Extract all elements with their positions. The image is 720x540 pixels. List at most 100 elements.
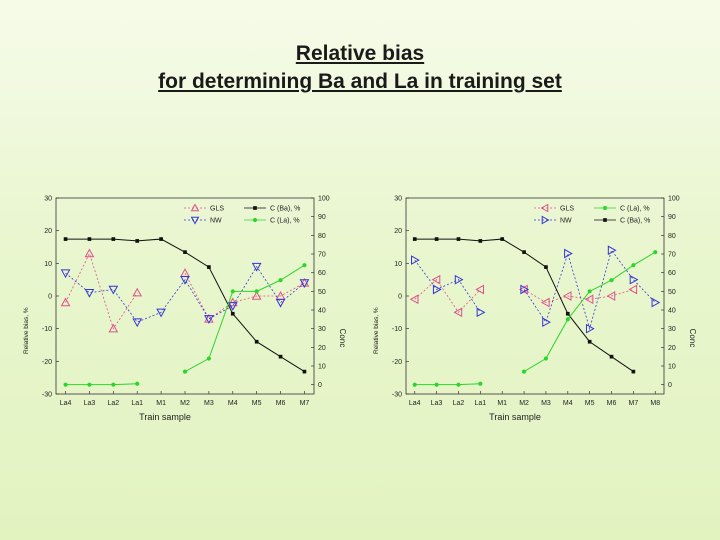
right-y-tick-label: 40 [318,308,326,315]
data-point-la [565,317,570,322]
x-tick-label: M5 [252,400,262,407]
data-point-la [412,382,417,387]
right-y-tick-label: 40 [668,308,676,315]
series-line-nw [523,249,656,331]
series-line-la [184,264,305,373]
data-point-gls [180,268,190,277]
data-point-ba [631,369,636,374]
x-tick-label: M5 [585,400,595,407]
right-y-tick-label: 20 [318,345,326,352]
left-y-tick-label: -30 [42,392,52,399]
data-point-gls [108,323,119,333]
legend-marker-ba [253,206,257,210]
series-line-gls [184,272,305,320]
legend-label-la: C (La), % [270,218,300,225]
data-point-nw [227,302,238,311]
right-y-axis-label: Conc [338,329,347,348]
right-y-tick-label: 10 [668,364,676,371]
x-tick-label: M8 [650,400,660,407]
slide-title-line-2: for determining Ba and La in training se… [158,70,562,93]
data-point-ba [544,265,548,269]
data-point-ba [565,311,570,316]
right-y-tick-label: 70 [318,252,326,259]
x-tick-label: M1 [156,400,166,407]
data-point-la [609,278,614,283]
x-axis-label: Train sample [139,412,191,422]
right-y-tick-label: 100 [668,196,680,203]
legend-marker-nw [541,215,550,225]
data-point-gls [475,284,485,295]
data-point-nw [585,323,595,334]
bias-chart-left: -30 -20 -10 0 10 20 30 0 10 20 30 40 50 60 70 80 90 100 La… [23,196,347,423]
data-point-gls [409,294,419,305]
data-point-la [87,382,92,387]
data-point-ba [230,311,235,316]
left-y-tick-label: 0 [398,294,402,301]
right-y-tick-label: 90 [318,214,326,221]
series-line-gls [65,252,138,330]
right-y-tick-label: 30 [318,326,326,333]
data-point-la [434,382,439,387]
data-point-gls [251,290,262,300]
data-point-nw [108,285,119,295]
series-line-gls [414,279,481,313]
data-point-la [521,369,527,374]
legend-label-nw: NW [560,218,572,225]
data-point-ba [183,250,187,254]
data-point-gls [606,291,616,301]
data-point-gls [628,284,638,295]
data-point-gls [540,297,550,308]
data-point-la [278,278,283,283]
data-point-nw [251,262,262,272]
data-point-gls [84,248,95,258]
x-tick-label: M3 [204,400,214,407]
legend-label-gls: GLS [560,206,574,213]
data-point-la [631,263,636,268]
data-point-gls [431,274,441,285]
data-point-nw [520,284,530,295]
left-y-axis-label: Relative bias, % [373,307,380,354]
data-point-ba [207,265,211,269]
x-axis-label: Train sample [489,412,541,422]
right-y-tick-label: 10 [318,364,326,371]
data-point-la [230,289,235,294]
legend-marker-gls [540,203,549,213]
series-line-la [523,251,656,373]
x-tick-label: M6 [607,400,617,407]
data-point-nw [651,297,661,308]
data-point-la [587,289,592,294]
left-y-tick-label: 20 [44,228,52,235]
data-point-nw [476,307,486,318]
right-y-tick-label: 60 [668,270,676,277]
right-y-tick-label: 80 [668,233,676,240]
series-line-ba [65,238,305,373]
left-y-tick-label: 30 [44,196,52,203]
data-point-nw [84,289,95,298]
data-point-ba [87,237,92,241]
legend-marker-la [252,217,258,223]
data-point-ba [587,339,592,344]
data-point-la [543,356,549,361]
data-point-ba [609,354,614,359]
data-point-la [206,356,211,361]
x-tick-label: La3 [84,400,96,407]
right-y-tick-label: 30 [668,326,676,333]
data-point-ba [412,237,417,241]
legend-marker-la [602,205,608,211]
data-point-nw [180,275,190,285]
legend-marker-ba [603,218,607,222]
left-y-tick-label: 30 [394,196,402,203]
series-line-nw [65,265,305,323]
series-line-la [65,383,138,386]
data-point-la [478,381,483,386]
left-y-tick-label: 10 [394,261,402,268]
data-point-la [254,289,259,294]
series-line-gls [523,289,634,303]
right-y-tick-label: 0 [318,382,322,389]
data-point-la [63,382,68,387]
data-point-la [111,382,116,387]
data-point-ba [135,239,140,243]
data-point-nw [607,245,617,256]
x-tick-label: M1 [497,400,507,407]
right-y-tick-label: 90 [668,214,676,221]
